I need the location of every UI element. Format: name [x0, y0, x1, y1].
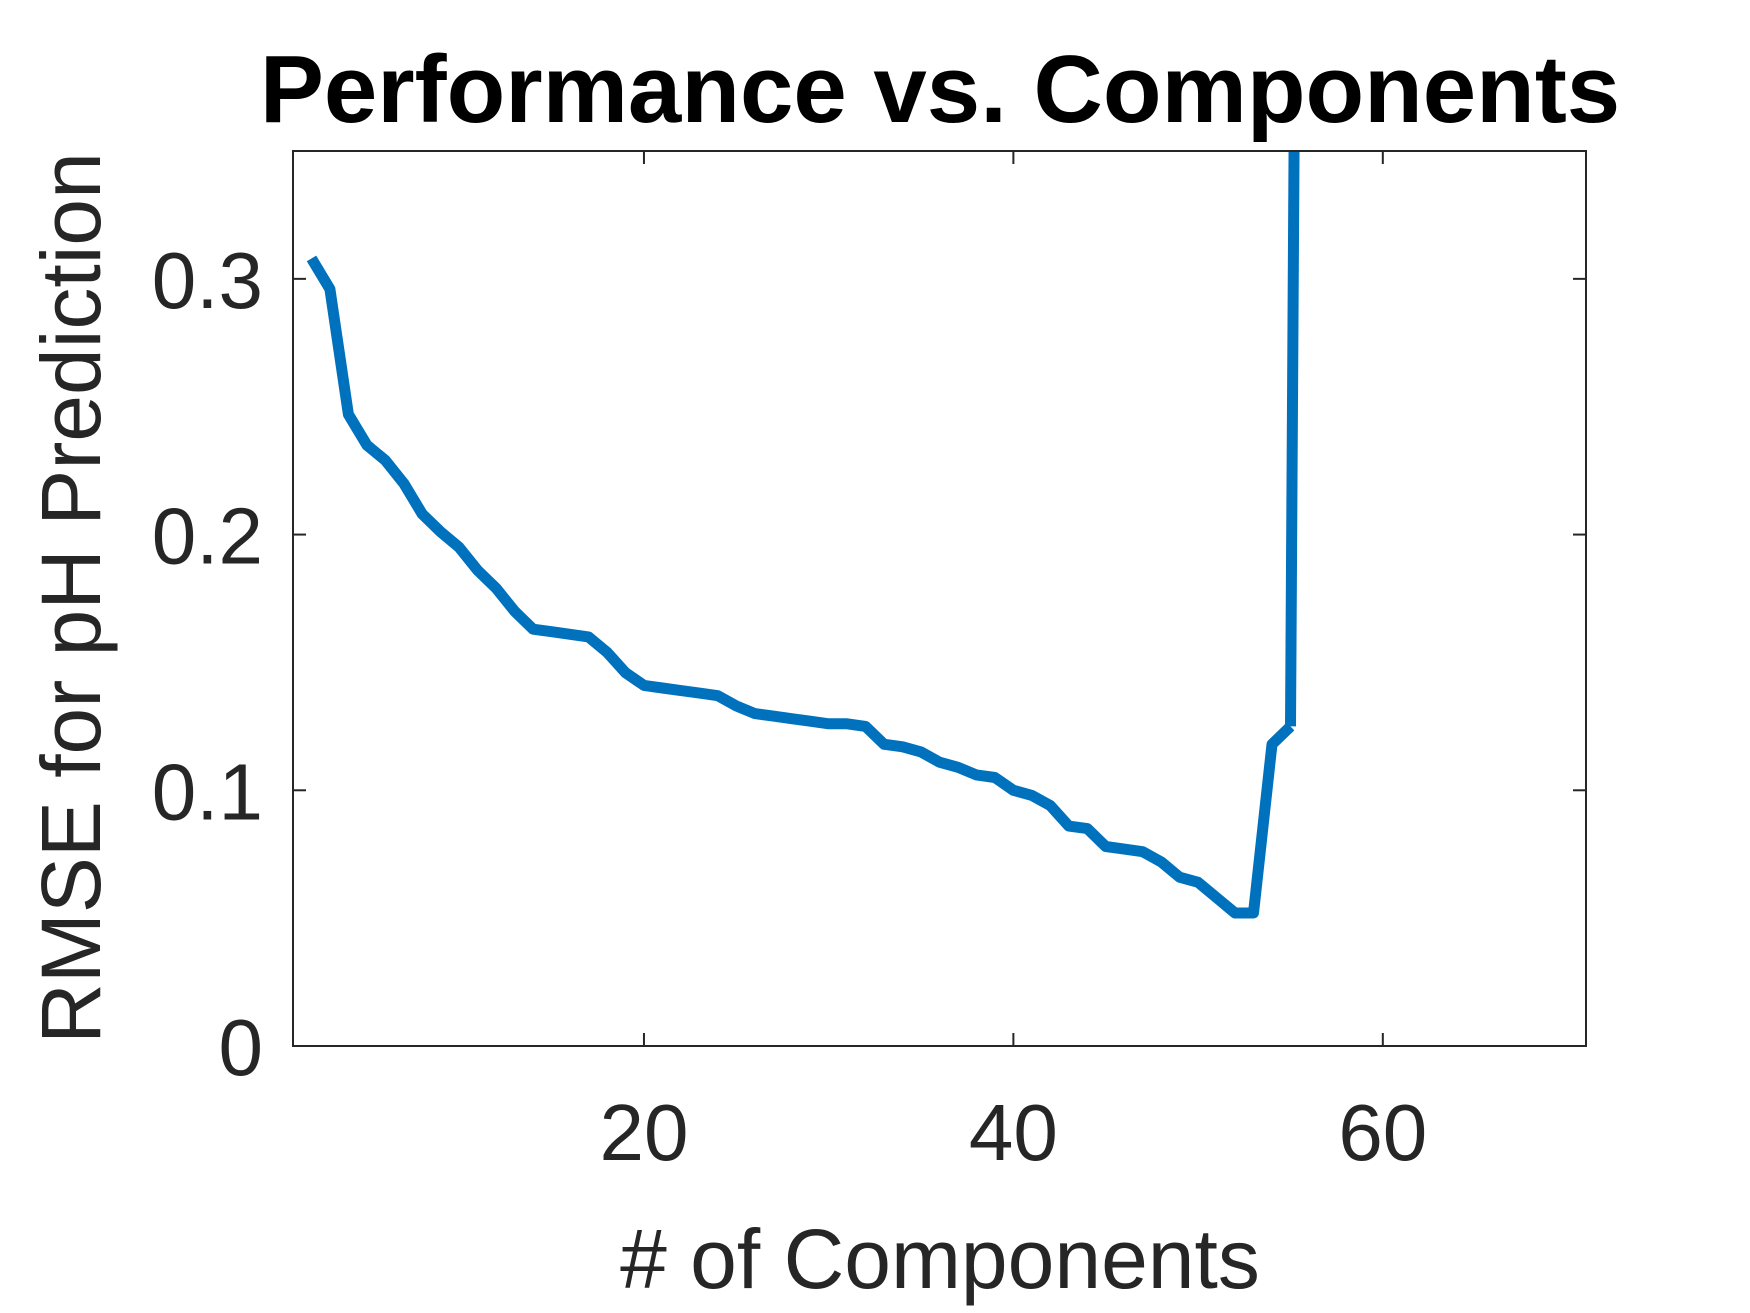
plot-area: [293, 151, 1586, 1046]
plot-border: [292, 150, 1587, 1047]
rmse-line-overflow: [1285, 151, 1300, 727]
y-tick-label: 0.3: [152, 236, 263, 325]
x-tick-label: 40: [969, 1088, 1058, 1177]
y-tick-label: 0.1: [152, 747, 263, 836]
rmse-line: [306, 255, 1295, 919]
y-tick-label: 0.2: [152, 492, 263, 581]
chart-title: Performance vs. Components: [260, 36, 1620, 143]
x-tick-label: 60: [1338, 1088, 1427, 1177]
y-tick-label: 0: [219, 1003, 264, 1092]
x-axis-label: # of Components: [620, 1212, 1260, 1306]
x-tick-label: 20: [599, 1088, 688, 1177]
y-axis-label: RMSE for pH Prediction: [24, 152, 118, 1044]
